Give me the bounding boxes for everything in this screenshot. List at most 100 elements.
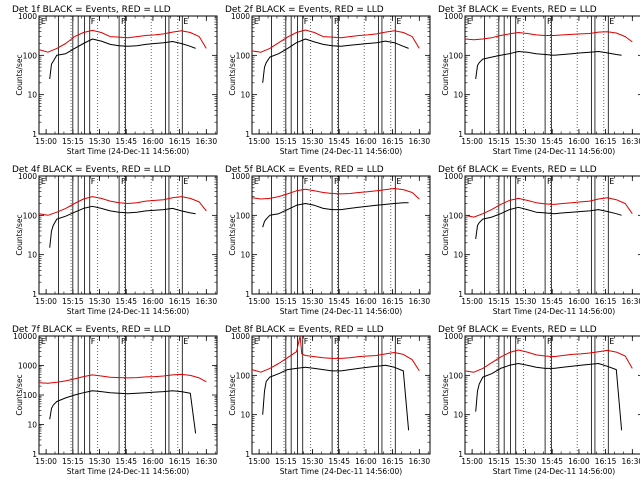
x-tick-label: 15:45: [328, 297, 350, 306]
y-tick-label: 1000: [444, 172, 463, 181]
flag-label: E: [183, 177, 188, 186]
y-tick-label: 1000: [231, 172, 250, 181]
y-axis-label: Counts/sec: [15, 54, 24, 95]
y-tick-label: 100: [236, 211, 251, 220]
y-tick-label: 10: [27, 421, 37, 430]
x-tick-label: 15:15: [62, 457, 84, 466]
y-tick-label: 1: [32, 130, 37, 139]
x-tick-label: 15:15: [275, 297, 297, 306]
y-tick-label: 10: [27, 91, 37, 100]
panel-6: Det 6f BLACK = Events, RED = LLD E F F E 1 10 1…: [438, 165, 640, 316]
plot-frame: [464, 175, 640, 295]
x-tick-label: 16:30: [622, 457, 640, 466]
plot-frame: [464, 15, 640, 135]
flag-label: F: [304, 337, 309, 346]
x-tick-label: 16:15: [595, 137, 617, 146]
x-tick-label: 15:00: [461, 457, 483, 466]
x-tick-label: 15:30: [302, 297, 324, 306]
x-tick-label: 15:30: [515, 297, 537, 306]
lld-series-line: [38, 373, 207, 384]
y-tick-label: 100: [449, 371, 464, 380]
flag-label: F: [517, 17, 522, 26]
y-tick-label: 1000: [18, 362, 37, 371]
panel-title: Det 5f BLACK = Events, RED = LLD: [225, 165, 384, 175]
x-tick-label: 16:30: [622, 297, 640, 306]
x-tick-label: 16:15: [595, 297, 617, 306]
flag-label: E: [254, 337, 259, 346]
plot-frame: [251, 15, 431, 135]
panel-title: Det 7f BLACK = Events, RED = LLD: [12, 325, 171, 335]
flag-label: F: [121, 17, 126, 26]
x-tick-label: 15:45: [328, 457, 350, 466]
x-tick-label: 16:15: [169, 297, 191, 306]
x-tick-label: 15:15: [275, 137, 297, 146]
flag-label: E: [254, 17, 259, 26]
flag-label: E: [41, 337, 46, 346]
x-tick-label: 16:00: [142, 297, 164, 306]
x-tick-label: 16:00: [568, 457, 590, 466]
y-axis-label: Counts/sec: [441, 214, 450, 255]
x-tick-label: 16:00: [568, 297, 590, 306]
y-tick-label: 10: [240, 251, 250, 260]
x-tick-label: 15:45: [115, 457, 137, 466]
x-tick-label: 15:45: [328, 137, 350, 146]
y-axis-label: Counts/sec: [441, 54, 450, 95]
events-series-line: [262, 364, 410, 431]
lld-series-line: [251, 335, 420, 373]
x-tick-label: 16:15: [382, 457, 404, 466]
y-tick-label: 100: [23, 51, 38, 60]
y-tick-label: 10: [453, 91, 463, 100]
flag-label: E: [396, 177, 401, 186]
flag-label: E: [396, 337, 401, 346]
y-tick-label: 100: [23, 211, 38, 220]
panel-title: Det 9f BLACK = Events, RED = LLD: [438, 325, 597, 335]
flag-label: F: [334, 337, 339, 346]
x-tick-label: 15:00: [35, 137, 57, 146]
flag-label: E: [467, 177, 472, 186]
x-tick-label: 15:15: [488, 297, 510, 306]
y-tick-label: 10: [240, 411, 250, 420]
flag-label: F: [304, 177, 309, 186]
panel-3: Det 3f BLACK = Events, RED = LLD E F F E 1 10 1…: [438, 5, 640, 156]
x-tick-label: 15:15: [62, 297, 84, 306]
plot-frame: [38, 15, 218, 135]
x-tick-label: 16:30: [409, 297, 431, 306]
flag-label: E: [467, 337, 472, 346]
flag-label: E: [467, 17, 472, 26]
x-tick-label: 16:30: [196, 457, 218, 466]
x-tick-label: 15:15: [488, 137, 510, 146]
x-axis-label: Start Time (24-Dec-11 14:56:00): [493, 307, 615, 316]
panel-title: Det 2f BLACK = Events, RED = LLD: [225, 5, 384, 15]
flag-label: E: [254, 177, 259, 186]
x-tick-label: 15:00: [35, 457, 57, 466]
x-tick-label: 15:45: [541, 297, 563, 306]
events-series-line: [475, 206, 622, 240]
x-tick-label: 15:45: [541, 457, 563, 466]
y-tick-label: 100: [23, 391, 38, 400]
x-tick-label: 16:30: [409, 457, 431, 466]
x-tick-label: 15:00: [461, 297, 483, 306]
x-tick-label: 15:00: [248, 137, 270, 146]
y-tick-label: 1000: [18, 172, 37, 181]
x-tick-label: 16:15: [382, 137, 404, 146]
flag-label: E: [183, 17, 188, 26]
x-tick-label: 15:30: [89, 297, 111, 306]
x-tick-label: 15:00: [35, 297, 57, 306]
panel-title: Det 4f BLACK = Events, RED = LLD: [12, 165, 171, 175]
x-tick-label: 16:00: [142, 137, 164, 146]
events-series-line: [475, 363, 623, 431]
flag-label: F: [517, 177, 522, 186]
y-tick-label: 1000: [444, 332, 463, 341]
y-tick-label: 10: [240, 91, 250, 100]
lld-series-line: [464, 197, 633, 218]
panel-title: Det 3f BLACK = Events, RED = LLD: [438, 5, 597, 15]
x-tick-label: 15:30: [89, 137, 111, 146]
flag-label: F: [91, 177, 96, 186]
flag-label: E: [183, 337, 188, 346]
lld-series-line: [251, 188, 420, 200]
panel-8: Det 8f BLACK = Events, RED = LLD E F F E 1 10 1…: [225, 325, 431, 476]
x-tick-label: 15:15: [275, 457, 297, 466]
plot-frame: [251, 175, 431, 295]
flag-label: E: [41, 17, 46, 26]
flag-label: F: [121, 337, 126, 346]
